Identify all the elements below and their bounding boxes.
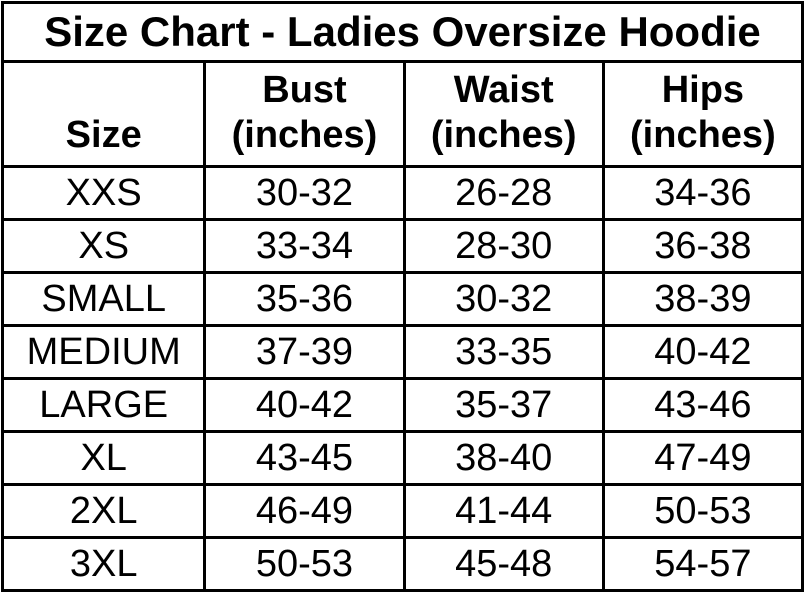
column-header-waist: Waist (inches) bbox=[402, 60, 605, 168]
table-row-3xl: 3XL 50-53 45-48 54-57 bbox=[0, 536, 805, 592]
size-cell: XL bbox=[0, 430, 207, 486]
header-row: Size Bust (inches) Waist (inches) Hips (… bbox=[0, 60, 805, 168]
bust-cell: 46-49 bbox=[203, 483, 406, 539]
page-title: Size Chart - Ladies Oversize Hoodie bbox=[1, 1, 804, 63]
table-row-xxs: XXS 30-32 26-28 34-36 bbox=[0, 165, 805, 221]
bust-cell: 43-45 bbox=[203, 430, 406, 486]
column-header-bust: Bust (inches) bbox=[203, 60, 406, 168]
size-cell: 2XL bbox=[0, 483, 207, 539]
bust-cell: 33-34 bbox=[203, 218, 406, 274]
hips-cell: 34-36 bbox=[601, 165, 805, 221]
column-header-size: Size bbox=[0, 60, 207, 168]
size-cell: MEDIUM bbox=[0, 324, 207, 380]
table-row-2xl: 2XL 46-49 41-44 50-53 bbox=[0, 483, 805, 539]
bust-cell: 40-42 bbox=[203, 377, 406, 433]
size-cell: XXS bbox=[0, 165, 207, 221]
hips-cell: 43-46 bbox=[601, 377, 805, 433]
title-row: Size Chart - Ladies Oversize Hoodie bbox=[1, 1, 804, 63]
table-row-large: LARGE 40-42 35-37 43-46 bbox=[0, 377, 805, 433]
waist-cell: 28-30 bbox=[402, 218, 605, 274]
size-cell: SMALL bbox=[0, 271, 207, 327]
waist-cell: 26-28 bbox=[402, 165, 605, 221]
waist-cell: 41-44 bbox=[402, 483, 605, 539]
hips-cell: 40-42 bbox=[601, 324, 805, 380]
table-row-medium: MEDIUM 37-39 33-35 40-42 bbox=[0, 324, 805, 380]
bust-cell: 30-32 bbox=[203, 165, 406, 221]
waist-cell: 38-40 bbox=[402, 430, 605, 486]
hips-cell: 47-49 bbox=[601, 430, 805, 486]
size-cell: 3XL bbox=[0, 536, 207, 592]
waist-cell: 35-37 bbox=[402, 377, 605, 433]
hips-cell: 38-39 bbox=[601, 271, 805, 327]
hips-cell: 50-53 bbox=[601, 483, 805, 539]
hips-cell: 54-57 bbox=[601, 536, 805, 592]
size-cell: XS bbox=[0, 218, 207, 274]
waist-cell: 30-32 bbox=[402, 271, 605, 327]
bust-cell: 37-39 bbox=[203, 324, 406, 380]
size-cell: LARGE bbox=[0, 377, 207, 433]
waist-cell: 33-35 bbox=[402, 324, 605, 380]
table-row-xs: XS 33-34 28-30 36-38 bbox=[0, 218, 805, 274]
table-row-xl: XL 43-45 38-40 47-49 bbox=[0, 430, 805, 486]
bust-cell: 35-36 bbox=[203, 271, 406, 327]
column-header-hips: Hips (inches) bbox=[601, 60, 805, 168]
waist-cell: 45-48 bbox=[402, 536, 605, 592]
hips-cell: 36-38 bbox=[601, 218, 805, 274]
table-row-small: SMALL 35-36 30-32 38-39 bbox=[0, 271, 805, 327]
bust-cell: 50-53 bbox=[203, 536, 406, 592]
